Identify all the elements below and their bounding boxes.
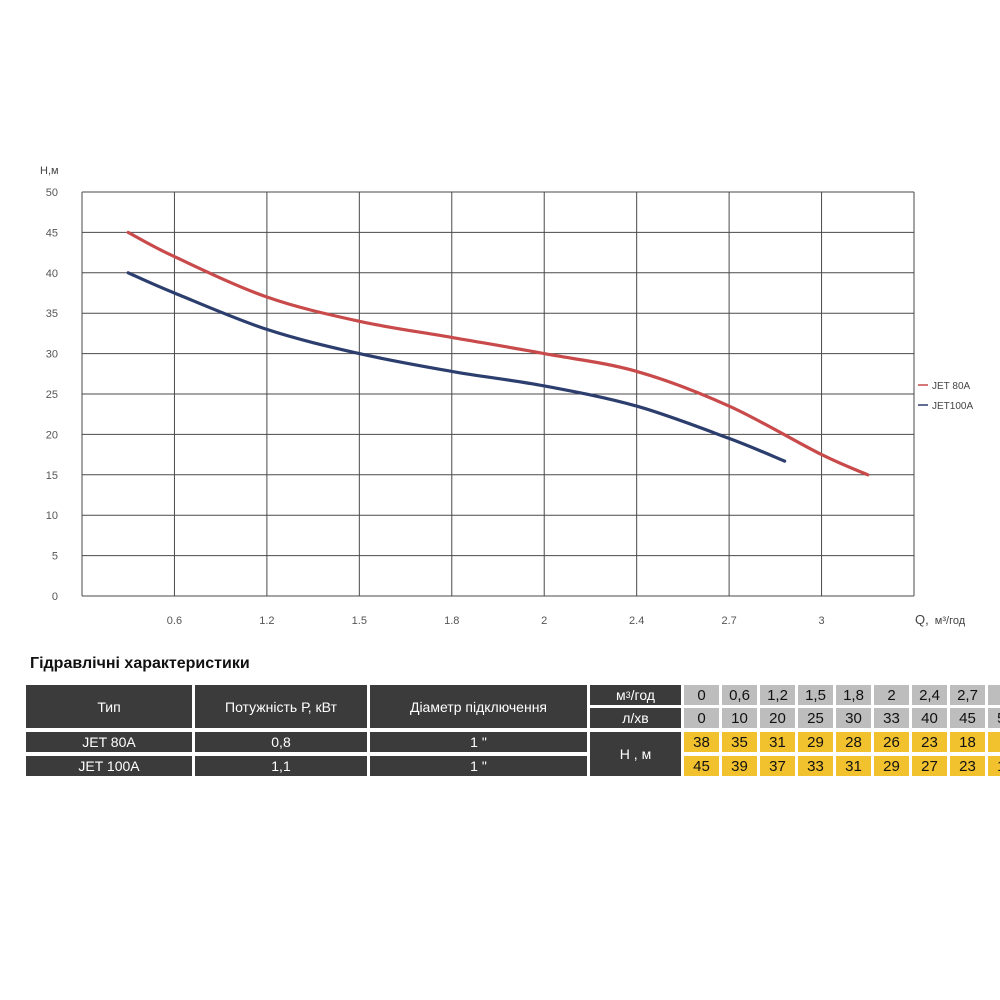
y-tick-label: 5 xyxy=(52,551,58,563)
y-tick-label: 0 xyxy=(52,591,58,603)
q-m3-cell: 2,4 xyxy=(912,685,947,705)
head-jet100-cell: 29 xyxy=(874,756,909,776)
y-axis-label: H,м xyxy=(40,165,59,177)
q-m3-cell: 1,8 xyxy=(836,685,871,705)
q-m3-cell: 1,5 xyxy=(798,685,833,705)
y-tick-label: 25 xyxy=(46,389,58,401)
y-tick-label: 20 xyxy=(46,429,58,441)
header-power: Потужність Р, кВт xyxy=(195,685,367,728)
legend: JET 80A JET100A xyxy=(918,381,973,412)
head-jet100-cell: 39 xyxy=(722,756,757,776)
head-jet100-cell: 33 xyxy=(798,756,833,776)
row1-diameter: 1 " xyxy=(370,732,587,752)
x-tick-label: 2 xyxy=(541,615,547,627)
q-m3-cell: 1,2 xyxy=(760,685,795,705)
row2-type: JET 100A xyxy=(26,756,192,776)
y-tick-label: 50 xyxy=(46,187,58,199)
head-jet80-cell: 28 xyxy=(836,732,871,752)
y-tick-label: 10 xyxy=(46,510,58,522)
unit-l-min: л/хв xyxy=(590,708,681,728)
head-jet80-cell xyxy=(988,732,1000,752)
head-jet100-cell: 45 xyxy=(684,756,719,776)
q-lmin-cell: 45 xyxy=(950,708,985,728)
head-jet80-cell: 31 xyxy=(760,732,795,752)
x-tick-label: 1.8 xyxy=(444,615,459,627)
x-tick-label: 2.7 xyxy=(721,615,736,627)
y-axis-ticks: 0 5 10 15 20 25 30 35 40 45 50 xyxy=(46,187,58,603)
legend-label: JET100A xyxy=(932,401,973,412)
head-jet100-cell: 31 xyxy=(836,756,871,776)
x-tick-label: 1.2 xyxy=(259,615,274,627)
x-tick-label: 3 xyxy=(818,615,824,627)
head-jet100-cell: 27 xyxy=(912,756,947,776)
q-lmin-cell: 20 xyxy=(760,708,795,728)
q-m3-cell: 0,6 xyxy=(722,685,757,705)
q-m3-cell: 2,7 xyxy=(950,685,985,705)
x-tick-label: 2.4 xyxy=(629,615,644,627)
head-jet100-cell: 18 xyxy=(988,756,1000,776)
q-m3-cell: 3 xyxy=(988,685,1000,705)
chart-grid xyxy=(81,191,915,597)
head-jet100-cell: 37 xyxy=(760,756,795,776)
q-lmin-cell: 25 xyxy=(798,708,833,728)
q-lmin-cell: 40 xyxy=(912,708,947,728)
unit-head-m: Н , м xyxy=(590,732,681,776)
pump-curve-chart: 0 5 10 15 20 25 30 35 40 45 50 0.6 1.2 1.5 1.8 2 2.4 2.7… xyxy=(40,165,973,627)
y-tick-label: 45 xyxy=(46,227,58,239)
x-axis-ticks: 0.6 1.2 1.5 1.8 2 2.4 2.7 3 xyxy=(167,615,825,627)
legend-label: JET 80A xyxy=(932,381,970,392)
row1-type: JET 80A xyxy=(26,732,192,752)
head-jet80-cell: 23 xyxy=(912,732,947,752)
section-title: Гідравлічні характеристики xyxy=(30,655,250,672)
y-tick-label: 40 xyxy=(46,268,58,280)
unit-m3-hour: м 3/год xyxy=(590,685,681,705)
head-jet80-cell: 18 xyxy=(950,732,985,752)
q-lmin-cell: 33 xyxy=(874,708,909,728)
series-lines xyxy=(126,230,870,477)
row1-power: 0,8 xyxy=(195,732,367,752)
row2-diameter: 1 " xyxy=(370,756,587,776)
x-axis-label: Q, м³/год xyxy=(915,612,966,627)
x-tick-label: 1.5 xyxy=(352,615,367,627)
x-tick-label: 0.6 xyxy=(167,615,182,627)
head-jet80-cell: 38 xyxy=(684,732,719,752)
q-m3-cell: 2 xyxy=(874,685,909,705)
head-jet80-cell: 35 xyxy=(722,732,757,752)
head-jet100-cell: 23 xyxy=(950,756,985,776)
y-tick-label: 15 xyxy=(46,470,58,482)
header-type: Тип xyxy=(26,685,192,728)
y-tick-label: 30 xyxy=(46,349,58,361)
head-jet80-cell: 29 xyxy=(798,732,833,752)
head-jet80-cell: 26 xyxy=(874,732,909,752)
q-m3-cell: 0 xyxy=(684,685,719,705)
q-lmin-cell: 30 xyxy=(836,708,871,728)
q-lmin-cell: 10 xyxy=(722,708,757,728)
series-line xyxy=(126,230,870,477)
header-diameter: Діаметр підключення xyxy=(370,685,587,728)
series-line xyxy=(126,271,787,463)
row2-power: 1,1 xyxy=(195,756,367,776)
q-lmin-cell: 0 xyxy=(684,708,719,728)
q-lmin-cell: 50 xyxy=(988,708,1000,728)
y-tick-label: 35 xyxy=(46,308,58,320)
